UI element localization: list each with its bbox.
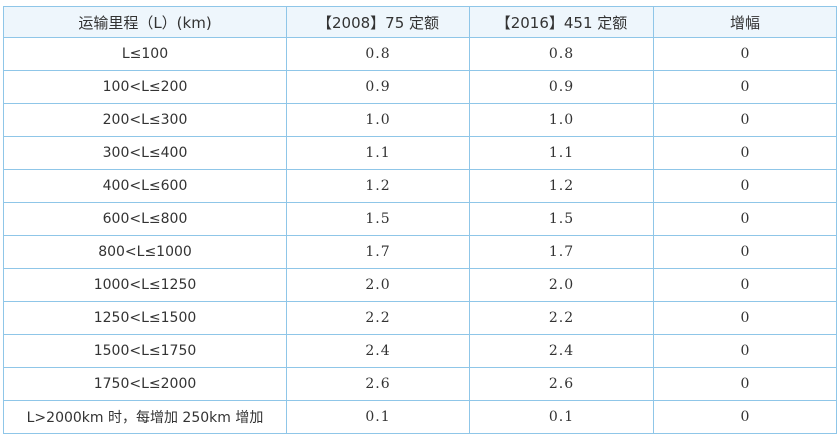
- header-increase: 增幅: [653, 6, 837, 38]
- cell-distance: 100<L≤200: [3, 70, 287, 104]
- cell-quota-2008: 2.4: [286, 334, 470, 368]
- cell-distance: 300<L≤400: [3, 136, 287, 170]
- cell-distance: 1000<L≤1250: [3, 268, 287, 302]
- cell-distance: 1250<L≤1500: [3, 301, 287, 335]
- cell-increase: 0: [653, 136, 837, 170]
- table-row: 200<L≤300 1.0 1.0 0: [3, 103, 837, 137]
- quota-comparison-table: 运输里程（L）(km) 【2008】75 定额 【2016】451 定额 增幅 …: [3, 6, 837, 434]
- cell-distance: 1750<L≤2000: [3, 367, 287, 401]
- cell-increase: 0: [653, 400, 837, 434]
- cell-quota-2008: 1.2: [286, 169, 470, 203]
- cell-distance: 1500<L≤1750: [3, 334, 287, 368]
- cell-quota-2016: 1.2: [469, 169, 654, 203]
- table-row: 100<L≤200 0.9 0.9 0: [3, 70, 837, 104]
- cell-quota-2008: 0.9: [286, 70, 470, 104]
- cell-increase: 0: [653, 334, 837, 368]
- cell-quota-2008: 2.6: [286, 367, 470, 401]
- cell-increase: 0: [653, 367, 837, 401]
- header-quota-2008: 【2008】75 定额: [286, 6, 470, 38]
- cell-quota-2016: 0.9: [469, 70, 654, 104]
- cell-quota-2016: 2.2: [469, 301, 654, 335]
- table-header-row: 运输里程（L）(km) 【2008】75 定额 【2016】451 定额 增幅: [3, 6, 837, 38]
- cell-distance: 400<L≤600: [3, 169, 287, 203]
- table-row: 1000<L≤1250 2.0 2.0 0: [3, 268, 837, 302]
- cell-quota-2016: 0.8: [469, 37, 654, 71]
- table-row: 1750<L≤2000 2.6 2.6 0: [3, 367, 837, 401]
- header-distance: 运输里程（L）(km): [3, 6, 287, 38]
- cell-quota-2016: 2.0: [469, 268, 654, 302]
- cell-quota-2016: 1.0: [469, 103, 654, 137]
- cell-increase: 0: [653, 169, 837, 203]
- table-row: L>2000km 时，每增加 250km 增加 0.1 0.1 0: [3, 400, 837, 434]
- cell-distance: 600<L≤800: [3, 202, 287, 236]
- cell-quota-2008: 1.5: [286, 202, 470, 236]
- cell-distance: 800<L≤1000: [3, 235, 287, 269]
- cell-increase: 0: [653, 235, 837, 269]
- cell-increase: 0: [653, 103, 837, 137]
- table-row: 600<L≤800 1.5 1.5 0: [3, 202, 837, 236]
- cell-quota-2008: 0.8: [286, 37, 470, 71]
- cell-quota-2016: 1.5: [469, 202, 654, 236]
- table-row: 1250<L≤1500 2.2 2.2 0: [3, 301, 837, 335]
- cell-quota-2016: 2.6: [469, 367, 654, 401]
- cell-quota-2008: 1.7: [286, 235, 470, 269]
- cell-quota-2016: 0.1: [469, 400, 654, 434]
- cell-distance: L>2000km 时，每增加 250km 增加: [3, 400, 287, 434]
- header-quota-2016: 【2016】451 定额: [469, 6, 654, 38]
- cell-quota-2008: 1.0: [286, 103, 470, 137]
- table-row: L≤100 0.8 0.8 0: [3, 37, 837, 71]
- table-row: 400<L≤600 1.2 1.2 0: [3, 169, 837, 203]
- cell-quota-2008: 2.0: [286, 268, 470, 302]
- cell-quota-2016: 2.4: [469, 334, 654, 368]
- table-row: 300<L≤400 1.1 1.1 0: [3, 136, 837, 170]
- cell-distance: 200<L≤300: [3, 103, 287, 137]
- cell-increase: 0: [653, 268, 837, 302]
- cell-quota-2008: 0.1: [286, 400, 470, 434]
- cell-quota-2008: 2.2: [286, 301, 470, 335]
- cell-distance: L≤100: [3, 37, 287, 71]
- cell-quota-2016: 1.7: [469, 235, 654, 269]
- cell-quota-2008: 1.1: [286, 136, 470, 170]
- quota-comparison-table-container: 运输里程（L）(km) 【2008】75 定额 【2016】451 定额 增幅 …: [3, 6, 837, 434]
- cell-increase: 0: [653, 37, 837, 71]
- cell-increase: 0: [653, 70, 837, 104]
- table-row: 1500<L≤1750 2.4 2.4 0: [3, 334, 837, 368]
- cell-quota-2016: 1.1: [469, 136, 654, 170]
- table-row: 800<L≤1000 1.7 1.7 0: [3, 235, 837, 269]
- cell-increase: 0: [653, 202, 837, 236]
- cell-increase: 0: [653, 301, 837, 335]
